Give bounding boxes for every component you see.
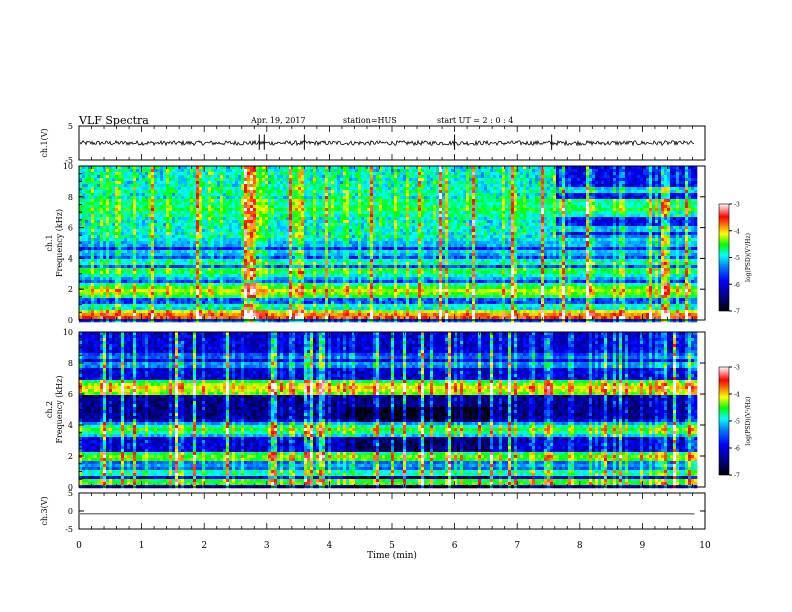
station-label: station=HUS <box>343 116 397 125</box>
plot-title: VLF Spectra <box>79 114 149 127</box>
ch1-spectrogram-ylabel-frequency: Frequency (kHz) <box>55 209 64 277</box>
ch2-spectrogram-colorbar-tick-label-1: -4 <box>734 392 740 399</box>
ch2-spectrogram-colorbar-tick-label-4: -7 <box>734 473 740 480</box>
ch2-spectrogram-colorbar-label: log(PSD)(V²/Hz) <box>745 397 752 446</box>
ch1-spectrogram-colorbar-tick-label-3: -6 <box>734 282 740 289</box>
xaxis-tick-label-4: 4 <box>327 541 333 551</box>
date-label: Apr. 19, 2017 <box>251 116 306 125</box>
xaxis-tick-label-9: 9 <box>640 541 646 551</box>
ch3-waveform-ytick-label-0: 5 <box>68 489 73 498</box>
xaxis-tick-label-1: 1 <box>139 541 145 551</box>
ch2-spectrogram-ytick-label-5: 10 <box>63 328 73 337</box>
ch1-waveform-trace <box>79 139 695 147</box>
ch1-spectrogram-ytick-label-5: 10 <box>63 162 73 171</box>
ch2-spectrogram-colorbar-tick-label-2: -5 <box>734 419 740 426</box>
ch2-spectrogram-colorbar <box>718 366 730 476</box>
xaxis-label: Time (min) <box>367 550 417 561</box>
ch1-spectrogram-ytick-label-3: 6 <box>68 224 73 233</box>
ch2-spectrogram-ytick-label-2: 4 <box>68 421 73 430</box>
xaxis-tick-label-8: 8 <box>577 541 583 551</box>
ch2-spectrogram-ytick-label-3: 6 <box>68 390 73 399</box>
ch1-spectrogram-colorbar-tick-label-1: -4 <box>734 228 740 235</box>
xaxis-tick-label-3: 3 <box>264 541 270 551</box>
ch1-spectrogram-ytick-label-2: 4 <box>68 254 73 263</box>
ch1-spectrogram-cells <box>79 166 698 323</box>
xaxis-tick-label-5: 5 <box>389 541 395 551</box>
ch2-spectrogram-ylabel-frequency: Frequency (kHz) <box>55 375 64 443</box>
ch2-spectrogram-colorbar-tick-label-3: -6 <box>734 446 740 453</box>
ch1-spectrogram-colorbar-tick-label-2: -5 <box>734 255 740 262</box>
ch1-waveform-ytick-label-1: -5 <box>65 156 73 165</box>
xaxis-tick-label-2: 2 <box>201 541 207 551</box>
ch2-spectrogram-ytick-label-4: 8 <box>68 359 73 368</box>
ch2-spectrogram-ylabel-channel: ch.2 <box>45 401 54 418</box>
xaxis-tick-label-0: 0 <box>76 541 82 551</box>
ch3-waveform-ytick-label-1: 0 <box>68 507 73 516</box>
ch2-spectrogram-ytick-label-0: 0 <box>68 483 73 492</box>
ch2-spectrogram-colorbar-tick-label-0: -3 <box>734 365 740 372</box>
ch1-spectrogram-colorbar-label: log(PSD)(V²/Hz) <box>745 233 752 282</box>
ch2-spectrogram-ytick-label-1: 2 <box>68 452 73 461</box>
xaxis-tick-label-10: 10 <box>699 541 711 551</box>
ch1-spectrogram-ylabel-channel: ch.1 <box>45 234 54 251</box>
ch1-spectrogram-ytick-label-1: 2 <box>68 285 73 294</box>
ch3-waveform-ylabel: ch.3(V) <box>40 496 49 525</box>
ch1-spectrogram-colorbar-tick-label-0: -3 <box>734 202 740 209</box>
ch1-spectrogram-colorbar-tick-label-4: -7 <box>734 309 740 316</box>
xaxis-tick-label-6: 6 <box>452 541 458 551</box>
ch2-spectrogram-cells <box>79 332 698 489</box>
ch3-waveform-ytick-label-2: -5 <box>65 525 73 534</box>
ch1-spectrogram-colorbar <box>718 203 730 312</box>
xaxis-tick-label-7: 7 <box>514 541 520 551</box>
start-ut-label: start UT = 2 : 0 : 4 <box>437 116 513 125</box>
ch1-waveform-ytick-label-0: 5 <box>68 122 73 131</box>
ch1-waveform-ylabel: ch.1(V) <box>40 128 49 157</box>
ch1-spectrogram-ytick-label-0: 0 <box>68 316 73 325</box>
ch1-spectrogram-ytick-label-4: 8 <box>68 193 73 202</box>
